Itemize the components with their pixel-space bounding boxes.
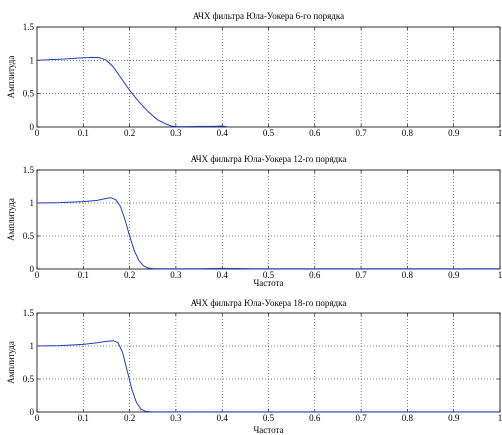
x-tick-label: 0.2 bbox=[124, 128, 135, 138]
chart-panel-3: 0 0.1 0.2 0.3 0.4 0.5 0.6 0.7 0.8 0.9 1 0 0.5 1 1.5 АЧХ… bbox=[6, 298, 502, 435]
x-tick-label: 0 bbox=[35, 413, 40, 423]
x-tick-label: 0.8 bbox=[402, 413, 414, 423]
y-tick-label: 1 bbox=[30, 55, 35, 65]
x-tick-label: 0.6 bbox=[309, 413, 321, 423]
x-tick-label: 0.1 bbox=[78, 270, 89, 280]
x-tick-label: 0.5 bbox=[263, 128, 275, 138]
chart-title: АЧХ фильтра Юла-Уокера 6-го порядка bbox=[193, 11, 344, 21]
y-tick-label: 0.5 bbox=[23, 89, 35, 99]
x-tick-label: 0.3 bbox=[170, 270, 182, 280]
x-tick-label: 0.2 bbox=[124, 270, 135, 280]
x-tick-label: 0.7 bbox=[355, 413, 367, 423]
x-tick-label: 1 bbox=[498, 270, 502, 280]
x-tick-label: 0.6 bbox=[309, 128, 321, 138]
series-line-1 bbox=[36, 197, 500, 270]
y-tick-label: 0.5 bbox=[23, 231, 35, 241]
x-tick-label: 0.7 bbox=[355, 128, 367, 138]
y-tick-label: 0 bbox=[30, 264, 35, 274]
y-axis-label: Амплитуда bbox=[6, 56, 16, 99]
chart-panel-1: 0 0.1 0.2 0.3 0.4 0.5 0.6 0.7 0.8 0.9 1 0 0.5 1 1.5 АЧХ… bbox=[6, 11, 502, 138]
x-tick-label: 0.4 bbox=[217, 270, 229, 280]
y-tick-label: 1.5 bbox=[23, 308, 35, 318]
chart-title: АЧХ фильтра Юла-Уокера 12-го порядка bbox=[191, 154, 347, 164]
y-tick-label: 1.5 bbox=[23, 165, 35, 175]
x-tick-label: 0.6 bbox=[309, 270, 321, 280]
y-tick-label: 0.5 bbox=[23, 374, 35, 384]
x-tick-label: 0.9 bbox=[448, 413, 460, 423]
x-tick-label: 0.4 bbox=[217, 413, 229, 423]
x-tick-label: 0 bbox=[35, 270, 40, 280]
x-tick-label: 0.3 bbox=[170, 128, 182, 138]
x-tick-label: 0.1 bbox=[78, 128, 89, 138]
x-axis-label: Частота bbox=[253, 278, 283, 288]
x-axis-label: Частота bbox=[253, 425, 283, 435]
y-tick-label: 1.5 bbox=[23, 22, 35, 32]
x-tick-label: 0.2 bbox=[124, 413, 135, 423]
y-axis-label: Амплитуда bbox=[6, 198, 16, 241]
y-tick-label: 1 bbox=[30, 198, 35, 208]
x-tick-label: 0.8 bbox=[402, 270, 414, 280]
chart-title: АЧХ фильтра Юла-Уокера 18-го порядка bbox=[191, 298, 347, 308]
x-tick-label: 0.1 bbox=[78, 413, 89, 423]
x-tick-label: 0.3 bbox=[170, 413, 182, 423]
y-tick-label: 1 bbox=[30, 341, 35, 351]
x-tick-label: 0.7 bbox=[355, 270, 367, 280]
x-tick-label: 0.9 bbox=[448, 270, 460, 280]
x-tick-label: 0.4 bbox=[217, 128, 229, 138]
chart-panel-2: 0 0.1 0.2 0.3 0.4 0.5 0.6 0.7 0.8 0.9 1 0 0.5 1 1.5 АЧХ… bbox=[6, 154, 502, 288]
series-line-1 bbox=[36, 56, 227, 128]
series-line-1 bbox=[36, 340, 500, 413]
y-tick-label: 0 bbox=[30, 407, 35, 417]
x-tick-label: 0.5 bbox=[263, 413, 275, 423]
y-tick-label: 0 bbox=[30, 122, 35, 132]
y-axis-label: Амплитуда bbox=[6, 341, 16, 384]
x-tick-label: 0 bbox=[35, 128, 40, 138]
x-tick-label: 0.5 bbox=[263, 270, 275, 280]
x-tick-label: 0.8 bbox=[402, 128, 414, 138]
x-tick-label: 0.9 bbox=[448, 128, 460, 138]
x-tick-label: 1 bbox=[498, 128, 502, 138]
x-tick-label: 1 bbox=[498, 413, 502, 423]
